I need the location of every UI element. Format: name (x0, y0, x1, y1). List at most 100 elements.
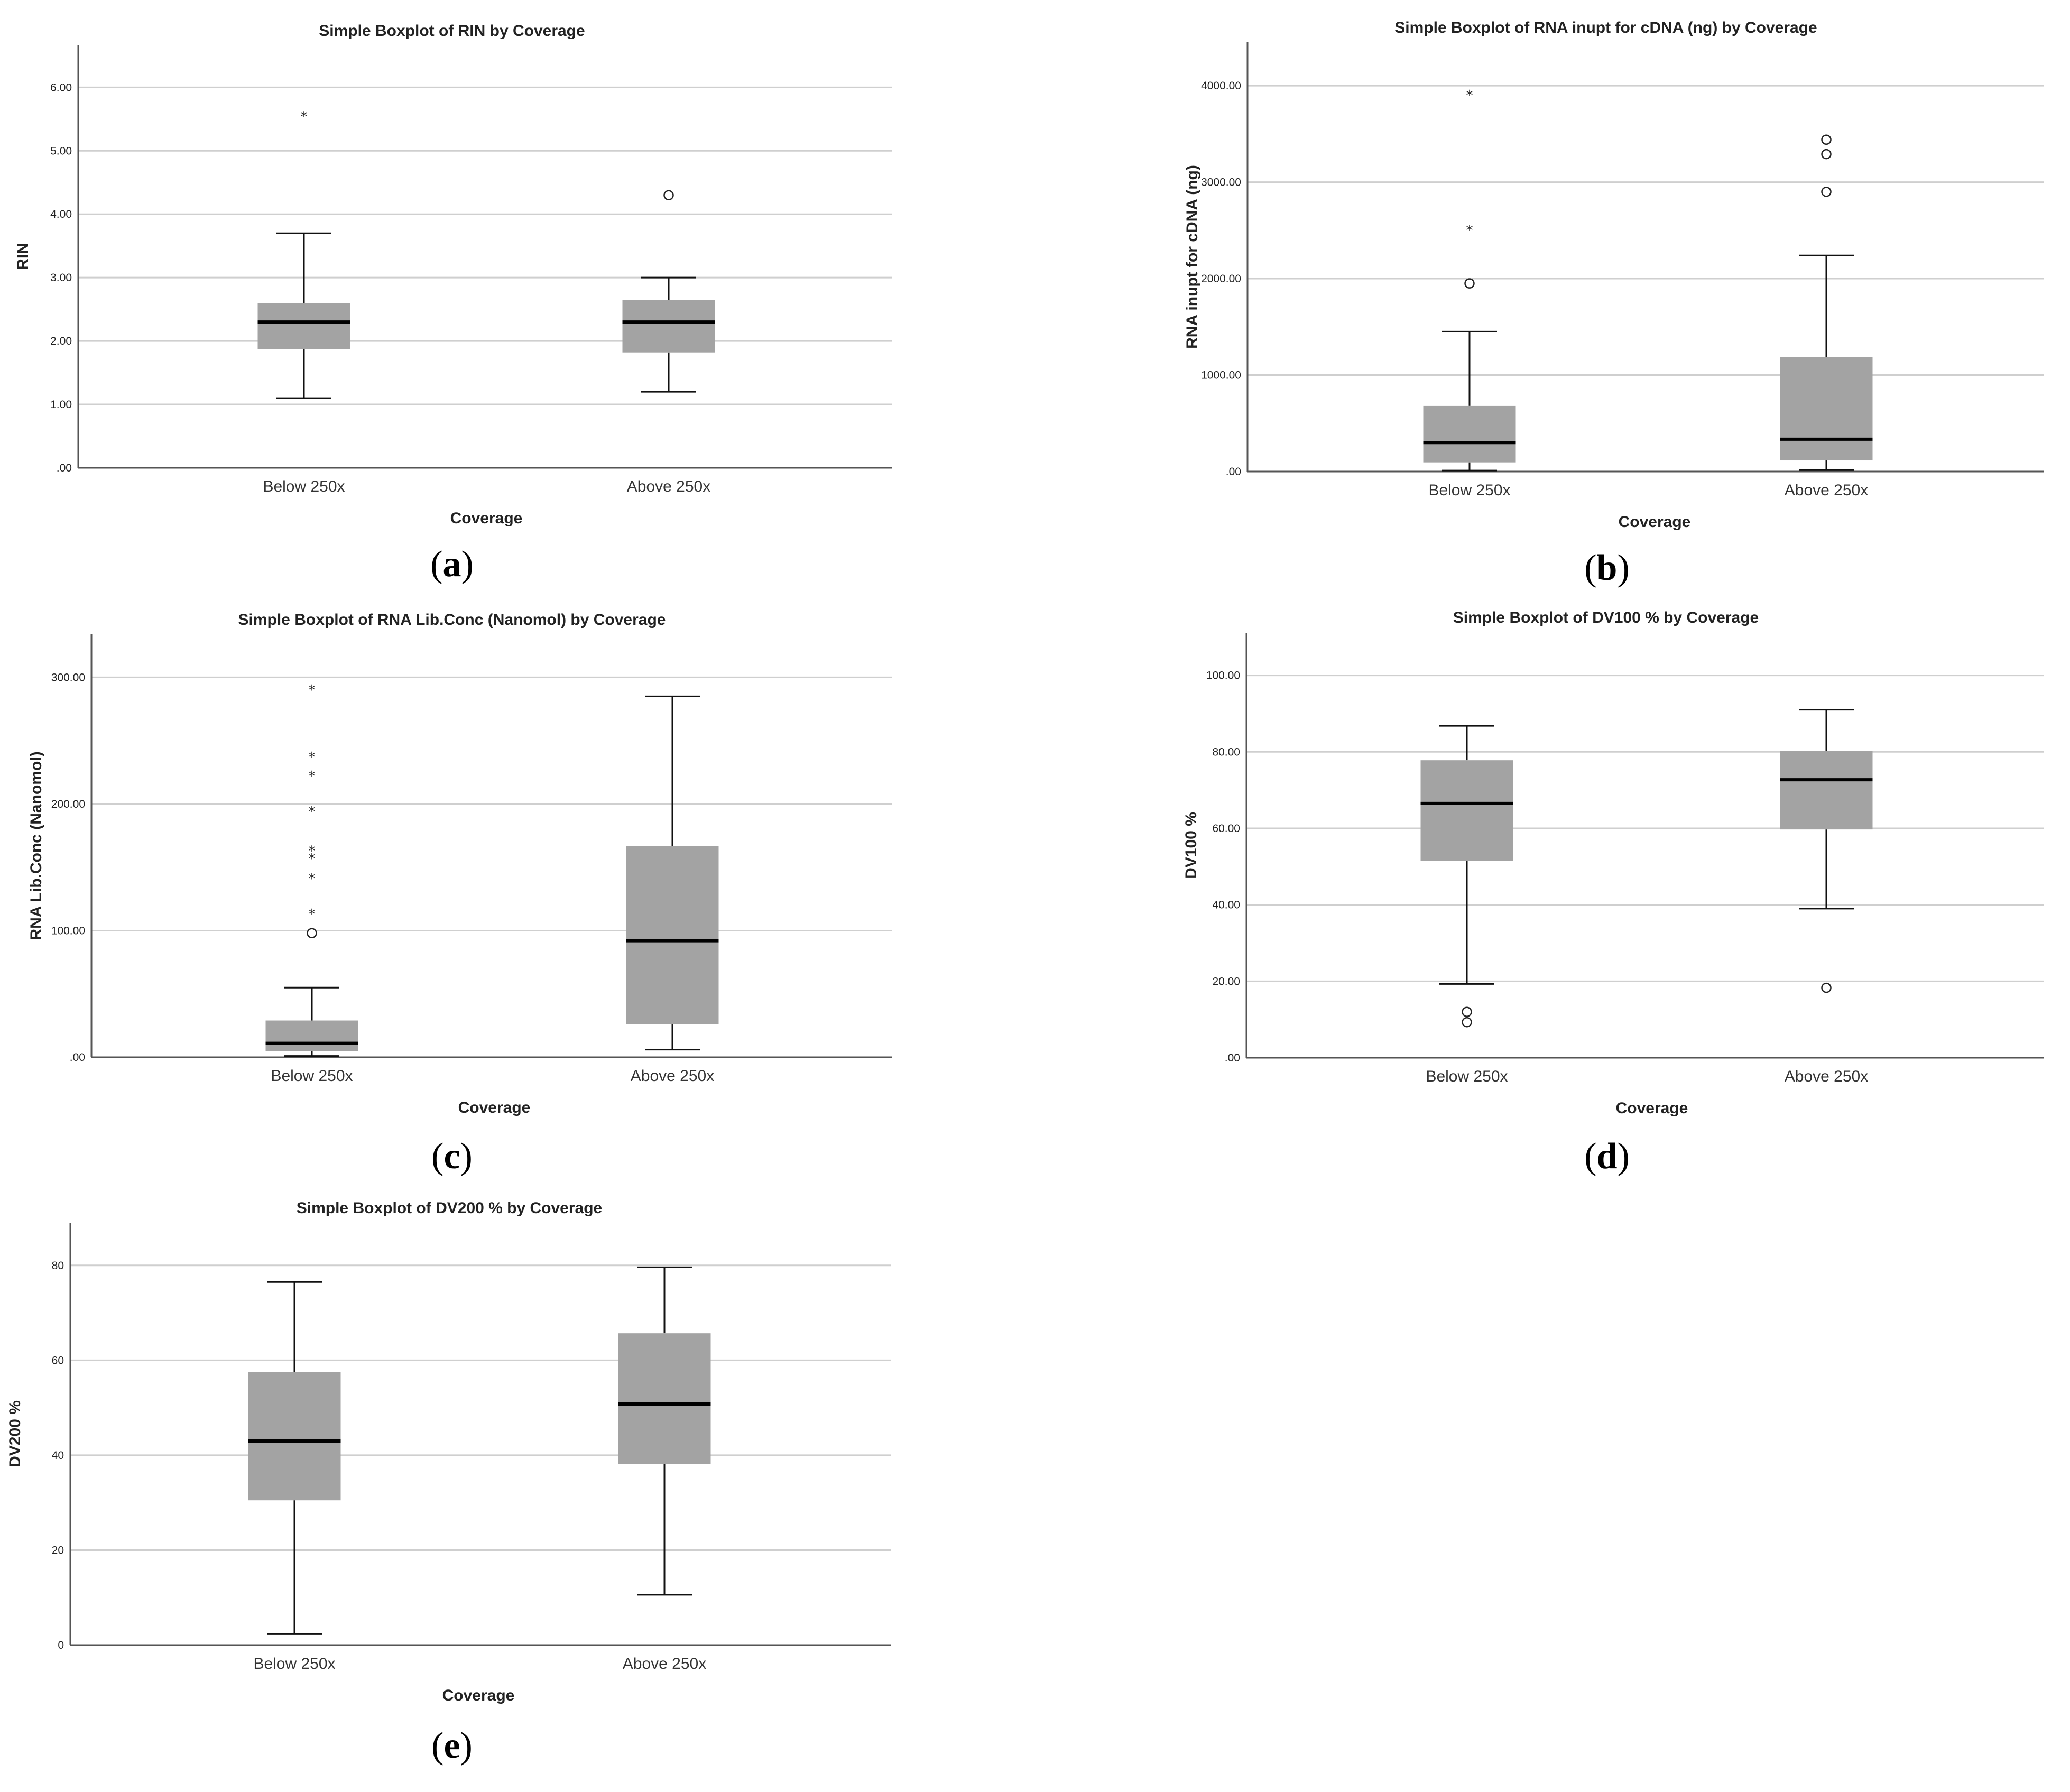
outlier-point (663, 190, 674, 201)
y-tick-label: 4000.00 (1201, 80, 1241, 92)
outlier-point (1821, 149, 1832, 160)
extreme-point: * (1466, 88, 1473, 104)
chart-title: Simple Boxplot of DV200 % by Coverage (297, 1199, 602, 1217)
iqr-box (248, 1372, 341, 1501)
outlier-point (1821, 187, 1832, 197)
iqr-box (1423, 405, 1516, 463)
iqr-box (257, 303, 350, 349)
x-tick-label: Above 250x (623, 1655, 706, 1673)
y-tick-label: 80 (52, 1260, 64, 1272)
outlier-point (1462, 1006, 1472, 1017)
iqr-box (618, 1333, 711, 1464)
y-axis-label: DV100 % (1182, 812, 1200, 879)
x-axis-label: Coverage (1616, 1100, 1688, 1117)
x-tick-label: Above 250x (1785, 482, 1868, 499)
x-tick-label: Above 250x (1785, 1068, 1868, 1085)
y-tick-label: 80.00 (1212, 746, 1240, 758)
y-tick-label: 40 (52, 1449, 64, 1462)
panel-label: (d) (1584, 1136, 1630, 1177)
x-tick-label: Above 250x (631, 1067, 714, 1085)
y-tick-label: 1000.00 (1201, 370, 1241, 382)
outlier-point (307, 928, 317, 939)
panel-label: (a) (430, 544, 474, 585)
y-tick-label: 200.00 (51, 798, 85, 810)
chart-panel-d: Simple Boxplot of DV100 % by Coverage .00… (1182, 609, 2044, 1177)
extreme-point: * (1466, 223, 1473, 239)
chart-panel-b: Simple Boxplot of RNA inupt for cDNA (ng… (1184, 19, 2044, 588)
extreme-point: * (301, 109, 308, 125)
extreme-point: * (309, 851, 316, 867)
iqr-box (265, 1020, 358, 1051)
outlier-point (1464, 278, 1475, 289)
boxplot-below-250x: ******** (265, 682, 358, 1057)
extreme-point: * (309, 871, 316, 887)
chart-title: Simple Boxplot of RNA inupt for cDNA (ng… (1394, 19, 1817, 36)
extreme-point: * (309, 682, 316, 698)
panel-label: (e) (431, 1725, 473, 1766)
extreme-point: * (309, 843, 316, 859)
y-tick-label: 3.00 (50, 272, 72, 284)
iqr-box (1420, 760, 1513, 861)
boxplot-above-250x (1780, 134, 1873, 471)
y-tick-label: .00 (70, 1051, 85, 1064)
y-tick-label: 100.00 (1206, 670, 1240, 682)
y-tick-label: 40.00 (1212, 899, 1240, 911)
x-axis-label: Coverage (450, 510, 523, 527)
x-axis-label: Coverage (458, 1099, 531, 1116)
outlier-point (1821, 982, 1832, 993)
boxplot-below-250x: ** (1423, 88, 1516, 472)
chart-title: Simple Boxplot of DV100 % by Coverage (1453, 609, 1759, 626)
y-tick-label: 6.00 (50, 81, 72, 94)
iqr-box (622, 300, 715, 353)
extreme-point: * (309, 750, 316, 765)
y-tick-label: 100.00 (51, 925, 85, 937)
y-tick-label: 3000.00 (1201, 177, 1241, 189)
boxplot-above-250x (618, 1266, 711, 1596)
chart-panel-c: Simple Boxplot of RNA Lib.Conc (Nanomol)… (27, 611, 892, 1177)
x-tick-label: Below 250x (263, 478, 345, 495)
x-axis-label: Coverage (442, 1687, 515, 1704)
y-tick-label: .00 (1225, 1052, 1240, 1064)
y-axis-label: RNA inupt for cDNA (ng) (1184, 165, 1201, 349)
y-tick-label: 1.00 (50, 399, 72, 411)
y-tick-label: 300.00 (51, 671, 85, 683)
chart-title: Simple Boxplot of RIN by Coverage (319, 22, 585, 40)
x-tick-label: Below 250x (1428, 482, 1510, 499)
outlier-point (1821, 134, 1832, 145)
extreme-point: * (309, 804, 316, 820)
x-tick-label: Above 250x (627, 478, 710, 495)
y-tick-label: .00 (57, 462, 72, 474)
y-tick-label: 20.00 (1212, 975, 1240, 987)
iqr-box (1780, 357, 1873, 461)
iqr-box (626, 846, 719, 1024)
x-tick-label: Below 250x (1426, 1068, 1508, 1085)
y-tick-label: 2000.00 (1201, 273, 1241, 285)
boxplot-below-250x (248, 1281, 341, 1635)
y-tick-label: 60.00 (1212, 823, 1240, 835)
x-tick-label: Below 250x (271, 1067, 353, 1085)
x-tick-label: Below 250x (253, 1655, 335, 1673)
panel-label: (c) (431, 1136, 473, 1177)
boxplot-above-250x (622, 190, 715, 393)
y-tick-label: 20 (52, 1544, 64, 1556)
extreme-point: * (309, 907, 316, 922)
y-axis-label: DV200 % (6, 1400, 24, 1467)
y-tick-label: 60 (52, 1354, 64, 1366)
boxplot-above-250x (1780, 709, 1873, 993)
chart-panel-e: Simple Boxplot of DV200 % by Coverage 0 20… (6, 1199, 891, 1766)
outlier-point (1462, 1017, 1472, 1028)
extreme-point: * (309, 769, 316, 784)
boxplot-below-250x: * (257, 109, 350, 399)
panel-label: (b) (1584, 548, 1630, 588)
y-tick-label: 5.00 (50, 145, 72, 157)
y-tick-label: .00 (1226, 466, 1241, 478)
y-tick-label: 4.00 (50, 208, 72, 220)
boxplot-above-250x (626, 695, 719, 1051)
y-axis-label: RNA Lib.Conc (Nanomol) (27, 751, 45, 940)
y-tick-label: 2.00 (50, 335, 72, 347)
x-axis-label: Coverage (1619, 513, 1691, 531)
boxplot-below-250x (1420, 725, 1513, 1028)
y-tick-label: 0 (58, 1639, 64, 1651)
chart-panel-a: Simple Boxplot of RIN by Coverage .00 1.00… (14, 22, 892, 585)
